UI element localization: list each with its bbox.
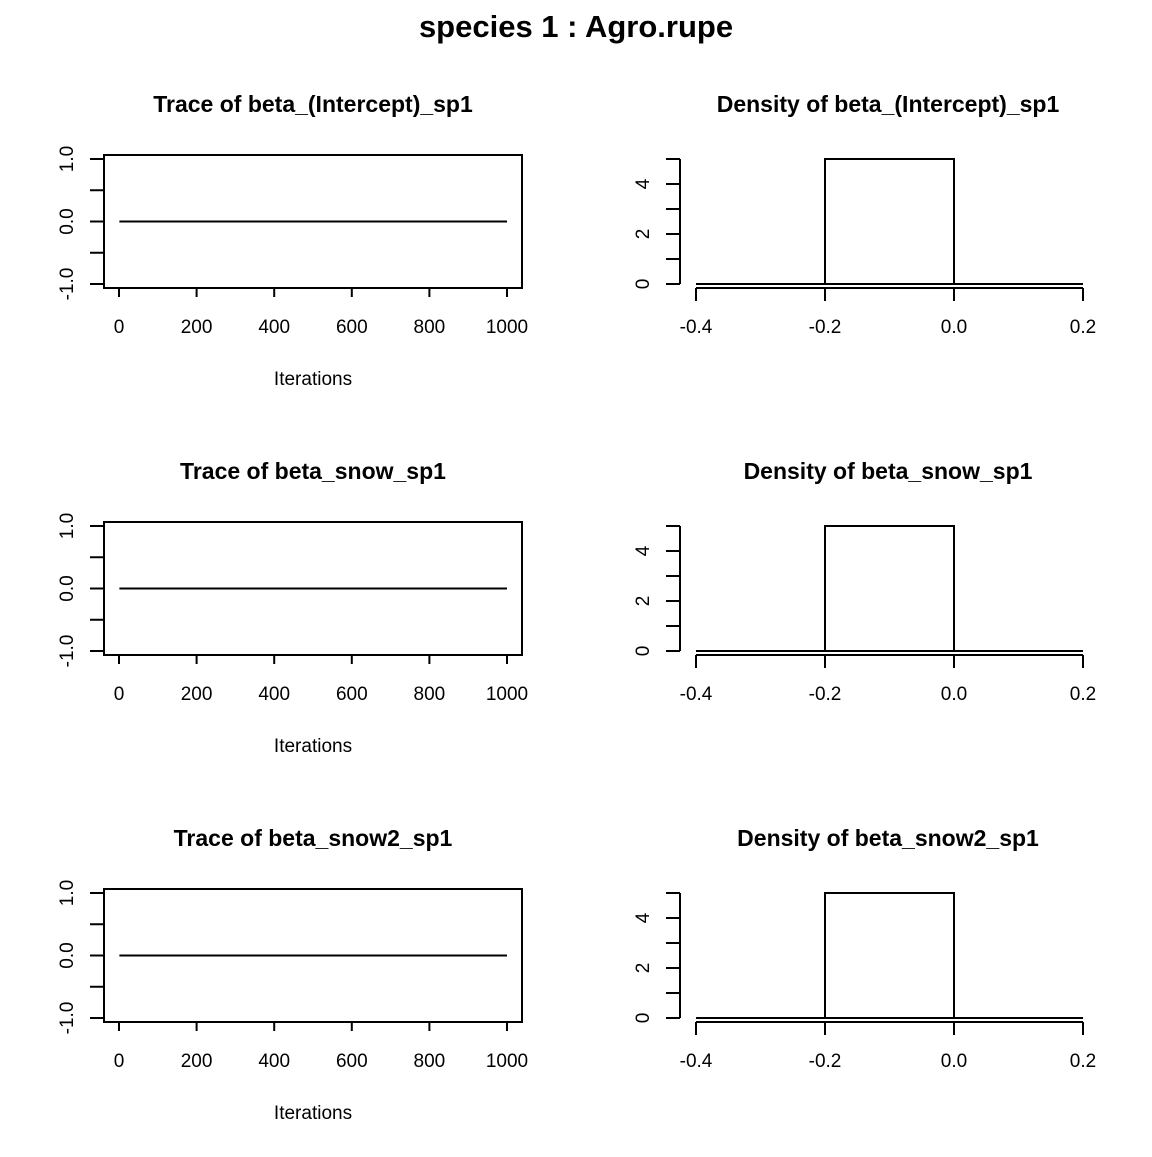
panel-2-x-tick-label: -0.4 [680,317,713,338]
panel-6-y-tick-label: 2 [633,963,654,974]
panel-1-x-axis-label: Iterations [274,369,352,390]
panel-6-title: Density of beta_snow2_sp1 [737,825,1039,851]
panel-3-y-tick-label: -1.0 [57,635,78,668]
panel-1-y-tick-label: 0.0 [57,208,78,234]
panel-1-x-tick-label: 0 [114,317,125,338]
figure-title: species 1 : Agro.rupe [419,9,733,44]
panel-6-histogram-bar [824,892,955,1019]
panel-5-x-axis-label: Iterations [274,1103,352,1124]
panel-5-x-tick-label: 1000 [486,1051,528,1072]
panel-4-x-tick-label: -0.2 [809,684,842,705]
panel-5-x-tick-label: 200 [181,1051,213,1072]
panel-5-y-tick-label: 1.0 [57,880,78,906]
panel-3-title: Trace of beta_snow_sp1 [180,458,446,484]
panel-3-y-tick-label: 0.0 [57,575,78,601]
panel-2-x-tick-label: -0.2 [809,317,842,338]
panel-5-x-tick-label: 0 [114,1051,125,1072]
panel-1-x-tick-label: 800 [414,317,446,338]
panel-6-y-tick-label: 4 [633,912,654,923]
panel-6-y-tick-label: 0 [633,1013,654,1024]
panel-2-histogram-bar [824,158,955,285]
panel-1-y-tick-label: -1.0 [57,268,78,301]
panel-2-y-tick-label: 4 [633,178,654,189]
panel-2: Density of beta_(Intercept)_sp1 -0.4 -0.2 0… [633,91,1096,338]
panel-4-histogram-bar [824,525,955,652]
panel-2-y-tick-label: 2 [633,229,654,240]
panel-1-x-tick-label: 1000 [486,317,528,338]
panel-2-x-tick-label: 0.2 [1070,317,1096,338]
panel-5-x-tick-label: 400 [258,1051,290,1072]
panel-1-x-tick-label: 400 [258,317,290,338]
panel-3-x-tick-label: 200 [181,684,213,705]
panel-5-y-tick-label: 0.0 [57,942,78,968]
panel-3-x-tick-label: 1000 [486,684,528,705]
panel-4-title: Density of beta_snow_sp1 [744,458,1033,484]
panel-6-x-tick-label: -0.2 [809,1051,842,1072]
panel-4-y-tick-label: 2 [633,596,654,607]
panel-4-y-tick-label: 0 [633,646,654,657]
panel-3-x-tick-label: 600 [336,684,368,705]
panel-2-x-tick-label: 0.0 [941,317,967,338]
panel-4-x-tick-label: 0.0 [941,684,967,705]
panel-6: Density of beta_snow2_sp1 -0.4 -0.2 0.0 0.2 0… [633,825,1096,1072]
panel-4-x-tick-label: -0.4 [680,684,713,705]
panel-1-x-tick-label: 600 [336,317,368,338]
panel-5-y-tick-label: -1.0 [57,1002,78,1035]
panel-3-x-tick-label: 800 [414,684,446,705]
panel-3-x-tick-label: 0 [114,684,125,705]
panel-1: Trace of beta_(Intercept)_sp1 0 200 400 600 8… [57,91,528,390]
panel-6-x-tick-label: -0.4 [680,1051,713,1072]
panel-5-x-tick-label: 600 [336,1051,368,1072]
panel-3-x-tick-label: 400 [258,684,290,705]
panel-5-title: Trace of beta_snow2_sp1 [174,825,453,851]
panel-4-y-tick-label: 4 [633,545,654,556]
panel-6-x-tick-label: 0.0 [941,1051,967,1072]
panel-6-x-tick-label: 0.2 [1070,1051,1096,1072]
panel-1-y-tick-label: 1.0 [57,146,78,172]
panel-3-x-axis-label: Iterations [274,736,352,757]
panel-1-x-tick-label: 200 [181,317,213,338]
panel-3: Trace of beta_snow_sp1 0 200 400 600 800 1000 -… [57,458,528,757]
panel-2-y-tick-label: 0 [633,279,654,290]
panel-4: Density of beta_snow_sp1 -0.4 -0.2 0.0 0.2 0 2… [633,458,1096,705]
panel-1-title: Trace of beta_(Intercept)_sp1 [153,91,473,117]
panel-2-title: Density of beta_(Intercept)_sp1 [717,91,1060,117]
panel-3-y-tick-label: 1.0 [57,513,78,539]
panel-5: Trace of beta_snow2_sp1 0 200 400 600 800 1000… [57,825,528,1124]
panel-4-x-tick-label: 0.2 [1070,684,1096,705]
panel-5-x-tick-label: 800 [414,1051,446,1072]
